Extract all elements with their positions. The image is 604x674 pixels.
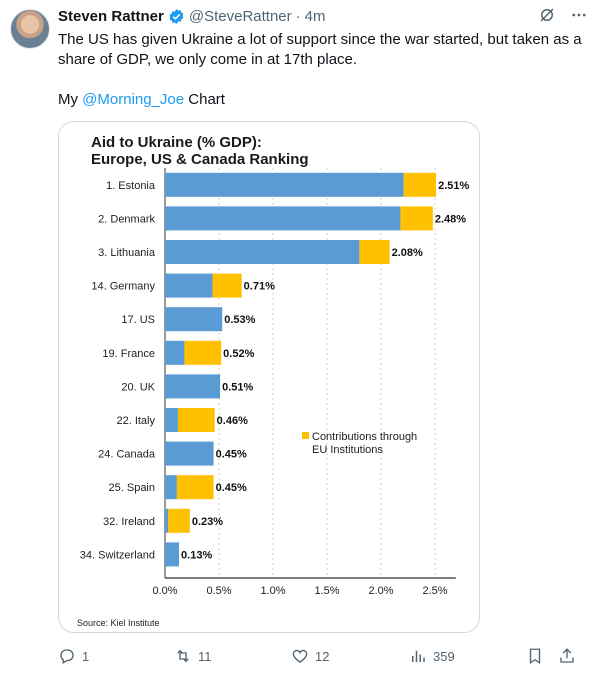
mention-link[interactable]: @Morning_Joe bbox=[82, 91, 185, 108]
tweet-top-actions bbox=[538, 6, 588, 24]
category-label: 3. Lithuania bbox=[98, 247, 156, 259]
tweet-header: Steven Rattner @SteveRattner · 4m bbox=[58, 6, 326, 26]
data-label: 0.53% bbox=[224, 314, 255, 326]
category-label: 22. Italy bbox=[116, 415, 155, 427]
category-label: 24. Canada bbox=[98, 449, 156, 461]
bar-segment-eu bbox=[184, 340, 222, 365]
data-label: 0.45% bbox=[216, 482, 247, 494]
data-label: 0.52% bbox=[223, 348, 254, 360]
bar-segment-us bbox=[165, 542, 180, 567]
bar-segment-us bbox=[165, 273, 213, 298]
bookmark-icon bbox=[529, 648, 541, 665]
reply-count: 1 bbox=[82, 648, 90, 664]
author-handle[interactable]: @SteveRattner bbox=[188, 7, 292, 25]
category-label: 2. Denmark bbox=[98, 213, 155, 225]
tweet-text-main: The US has given Ukraine a lot of suppor… bbox=[58, 31, 582, 68]
views-icon bbox=[412, 650, 425, 662]
avatar[interactable] bbox=[10, 9, 50, 49]
data-label: 0.71% bbox=[244, 281, 275, 293]
data-label: 0.13% bbox=[181, 549, 212, 561]
tweet-text: The US has given Ukraine a lot of suppor… bbox=[58, 30, 588, 110]
data-label: 2.48% bbox=[435, 213, 466, 225]
data-label: 0.46% bbox=[217, 415, 248, 427]
share-icon bbox=[560, 648, 574, 663]
chart-title: Aid to Ukraine (% GDP): Europe, US & Can… bbox=[91, 134, 309, 168]
x-tick-label: 1.0% bbox=[260, 585, 285, 597]
more-icon[interactable] bbox=[570, 6, 588, 24]
bar-segment-eu bbox=[168, 508, 190, 533]
x-tick-label: 0.0% bbox=[152, 585, 177, 597]
category-label: 32. Ireland bbox=[103, 516, 155, 528]
bar-segment-us bbox=[165, 240, 360, 264]
category-label: 34. Switzerland bbox=[80, 549, 155, 561]
views-button[interactable]: 359 bbox=[409, 647, 455, 665]
bar-segment-us bbox=[165, 441, 214, 466]
legend-label: EU Institutions bbox=[312, 444, 383, 456]
category-label: 17. US bbox=[121, 314, 155, 326]
legend-swatch bbox=[302, 432, 309, 439]
tweet-text-prefix: My bbox=[58, 91, 83, 108]
reply-icon bbox=[60, 649, 74, 664]
retweet-count: 11 bbox=[198, 648, 212, 664]
category-label: 25. Spain bbox=[109, 482, 155, 494]
bar-segment-us bbox=[165, 508, 169, 533]
data-label: 2.08% bbox=[392, 247, 423, 259]
views-count: 359 bbox=[433, 648, 455, 664]
separator-dot: · bbox=[295, 7, 301, 25]
category-label: 19. France bbox=[102, 348, 155, 360]
verified-badge-icon bbox=[169, 8, 184, 24]
bar-segment-eu bbox=[359, 240, 390, 264]
share-button[interactable] bbox=[558, 647, 576, 665]
bar-segment-us bbox=[165, 172, 404, 197]
bar-segment-eu bbox=[212, 273, 242, 298]
chart-title-line1: Aid to Ukraine (% GDP): bbox=[91, 134, 262, 151]
bar-segment-eu bbox=[176, 475, 214, 500]
reply-button[interactable]: 1 bbox=[58, 647, 89, 665]
author-name[interactable]: Steven Rattner bbox=[58, 7, 164, 25]
bar-chart: 0.0% 0.5% 1.0% 1.5% 2.0% 2.5% 1. Estonia 2.51% 2… bbox=[80, 168, 469, 597]
data-label: 0.51% bbox=[222, 381, 253, 393]
bar-segment-us bbox=[165, 340, 185, 365]
tweet-time[interactable]: 4m bbox=[304, 7, 326, 25]
category-label: 14. Germany bbox=[91, 281, 155, 293]
retweet-button[interactable]: 11 bbox=[174, 647, 212, 665]
bar-segment-eu bbox=[400, 206, 433, 231]
x-tick-label: 2.5% bbox=[422, 585, 447, 597]
retweet-icon bbox=[177, 649, 189, 663]
bar-segment-us bbox=[165, 206, 401, 231]
like-icon bbox=[292, 649, 308, 663]
bar-segment-us bbox=[165, 374, 221, 399]
legend-label: Contributions through bbox=[312, 431, 417, 443]
chart-title-line2: Europe, US & Canada Ranking bbox=[91, 151, 309, 168]
bookmark-button[interactable] bbox=[526, 647, 544, 665]
tweet-text-suffix: Chart bbox=[184, 91, 225, 108]
bar-segment-eu bbox=[403, 172, 437, 197]
x-tick-label: 2.0% bbox=[368, 585, 393, 597]
bar-segment-us bbox=[165, 475, 177, 500]
data-label: 2.51% bbox=[438, 180, 469, 192]
x-tick-label: 0.5% bbox=[206, 585, 231, 597]
chart-image-card[interactable]: Aid to Ukraine (% GDP): Europe, US & Can… bbox=[58, 121, 480, 633]
data-label: 0.45% bbox=[216, 449, 247, 461]
like-count: 12 bbox=[315, 648, 330, 664]
category-label: 20. UK bbox=[121, 381, 155, 393]
x-tick-label: 1.5% bbox=[314, 585, 339, 597]
grok-icon[interactable] bbox=[538, 6, 556, 24]
chart-source: Source: Kiel Institute bbox=[77, 618, 160, 628]
data-label: 0.23% bbox=[192, 516, 223, 528]
bar-segment-us bbox=[165, 408, 178, 432]
bar-segment-us bbox=[165, 307, 223, 332]
tweet-actions-bar: 1 11 12 359 bbox=[58, 647, 588, 667]
like-button[interactable]: 12 bbox=[291, 647, 329, 665]
bar-segment-eu bbox=[177, 408, 215, 432]
category-label: 1. Estonia bbox=[106, 180, 156, 192]
